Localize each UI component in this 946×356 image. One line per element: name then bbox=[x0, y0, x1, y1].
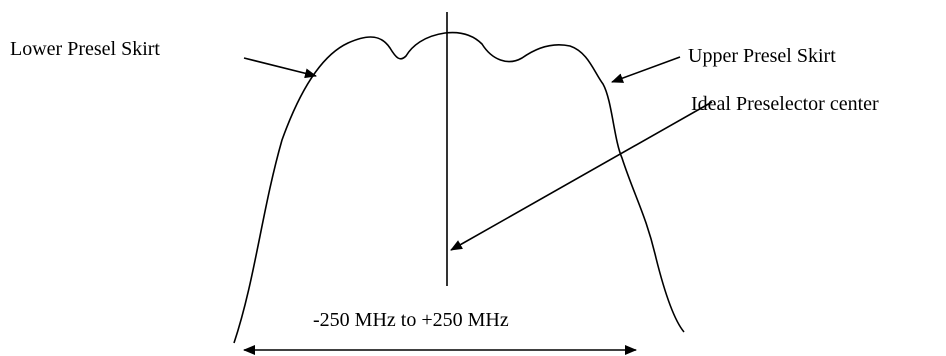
preselector-response-curve bbox=[233, 31, 685, 344]
upper-skirt-arrow bbox=[611, 56, 681, 83]
lower-presel-skirt-label: Lower Presel Skirt bbox=[10, 38, 160, 60]
lower-skirt-arrow bbox=[243, 57, 317, 79]
ideal-preselector-center-label: Ideal Preselector center bbox=[691, 93, 879, 115]
span-label: -250 MHz to +250 MHz bbox=[313, 309, 509, 331]
ideal-center-arrow bbox=[450, 101, 713, 251]
upper-presel-skirt-label: Upper Presel Skirt bbox=[688, 45, 836, 67]
